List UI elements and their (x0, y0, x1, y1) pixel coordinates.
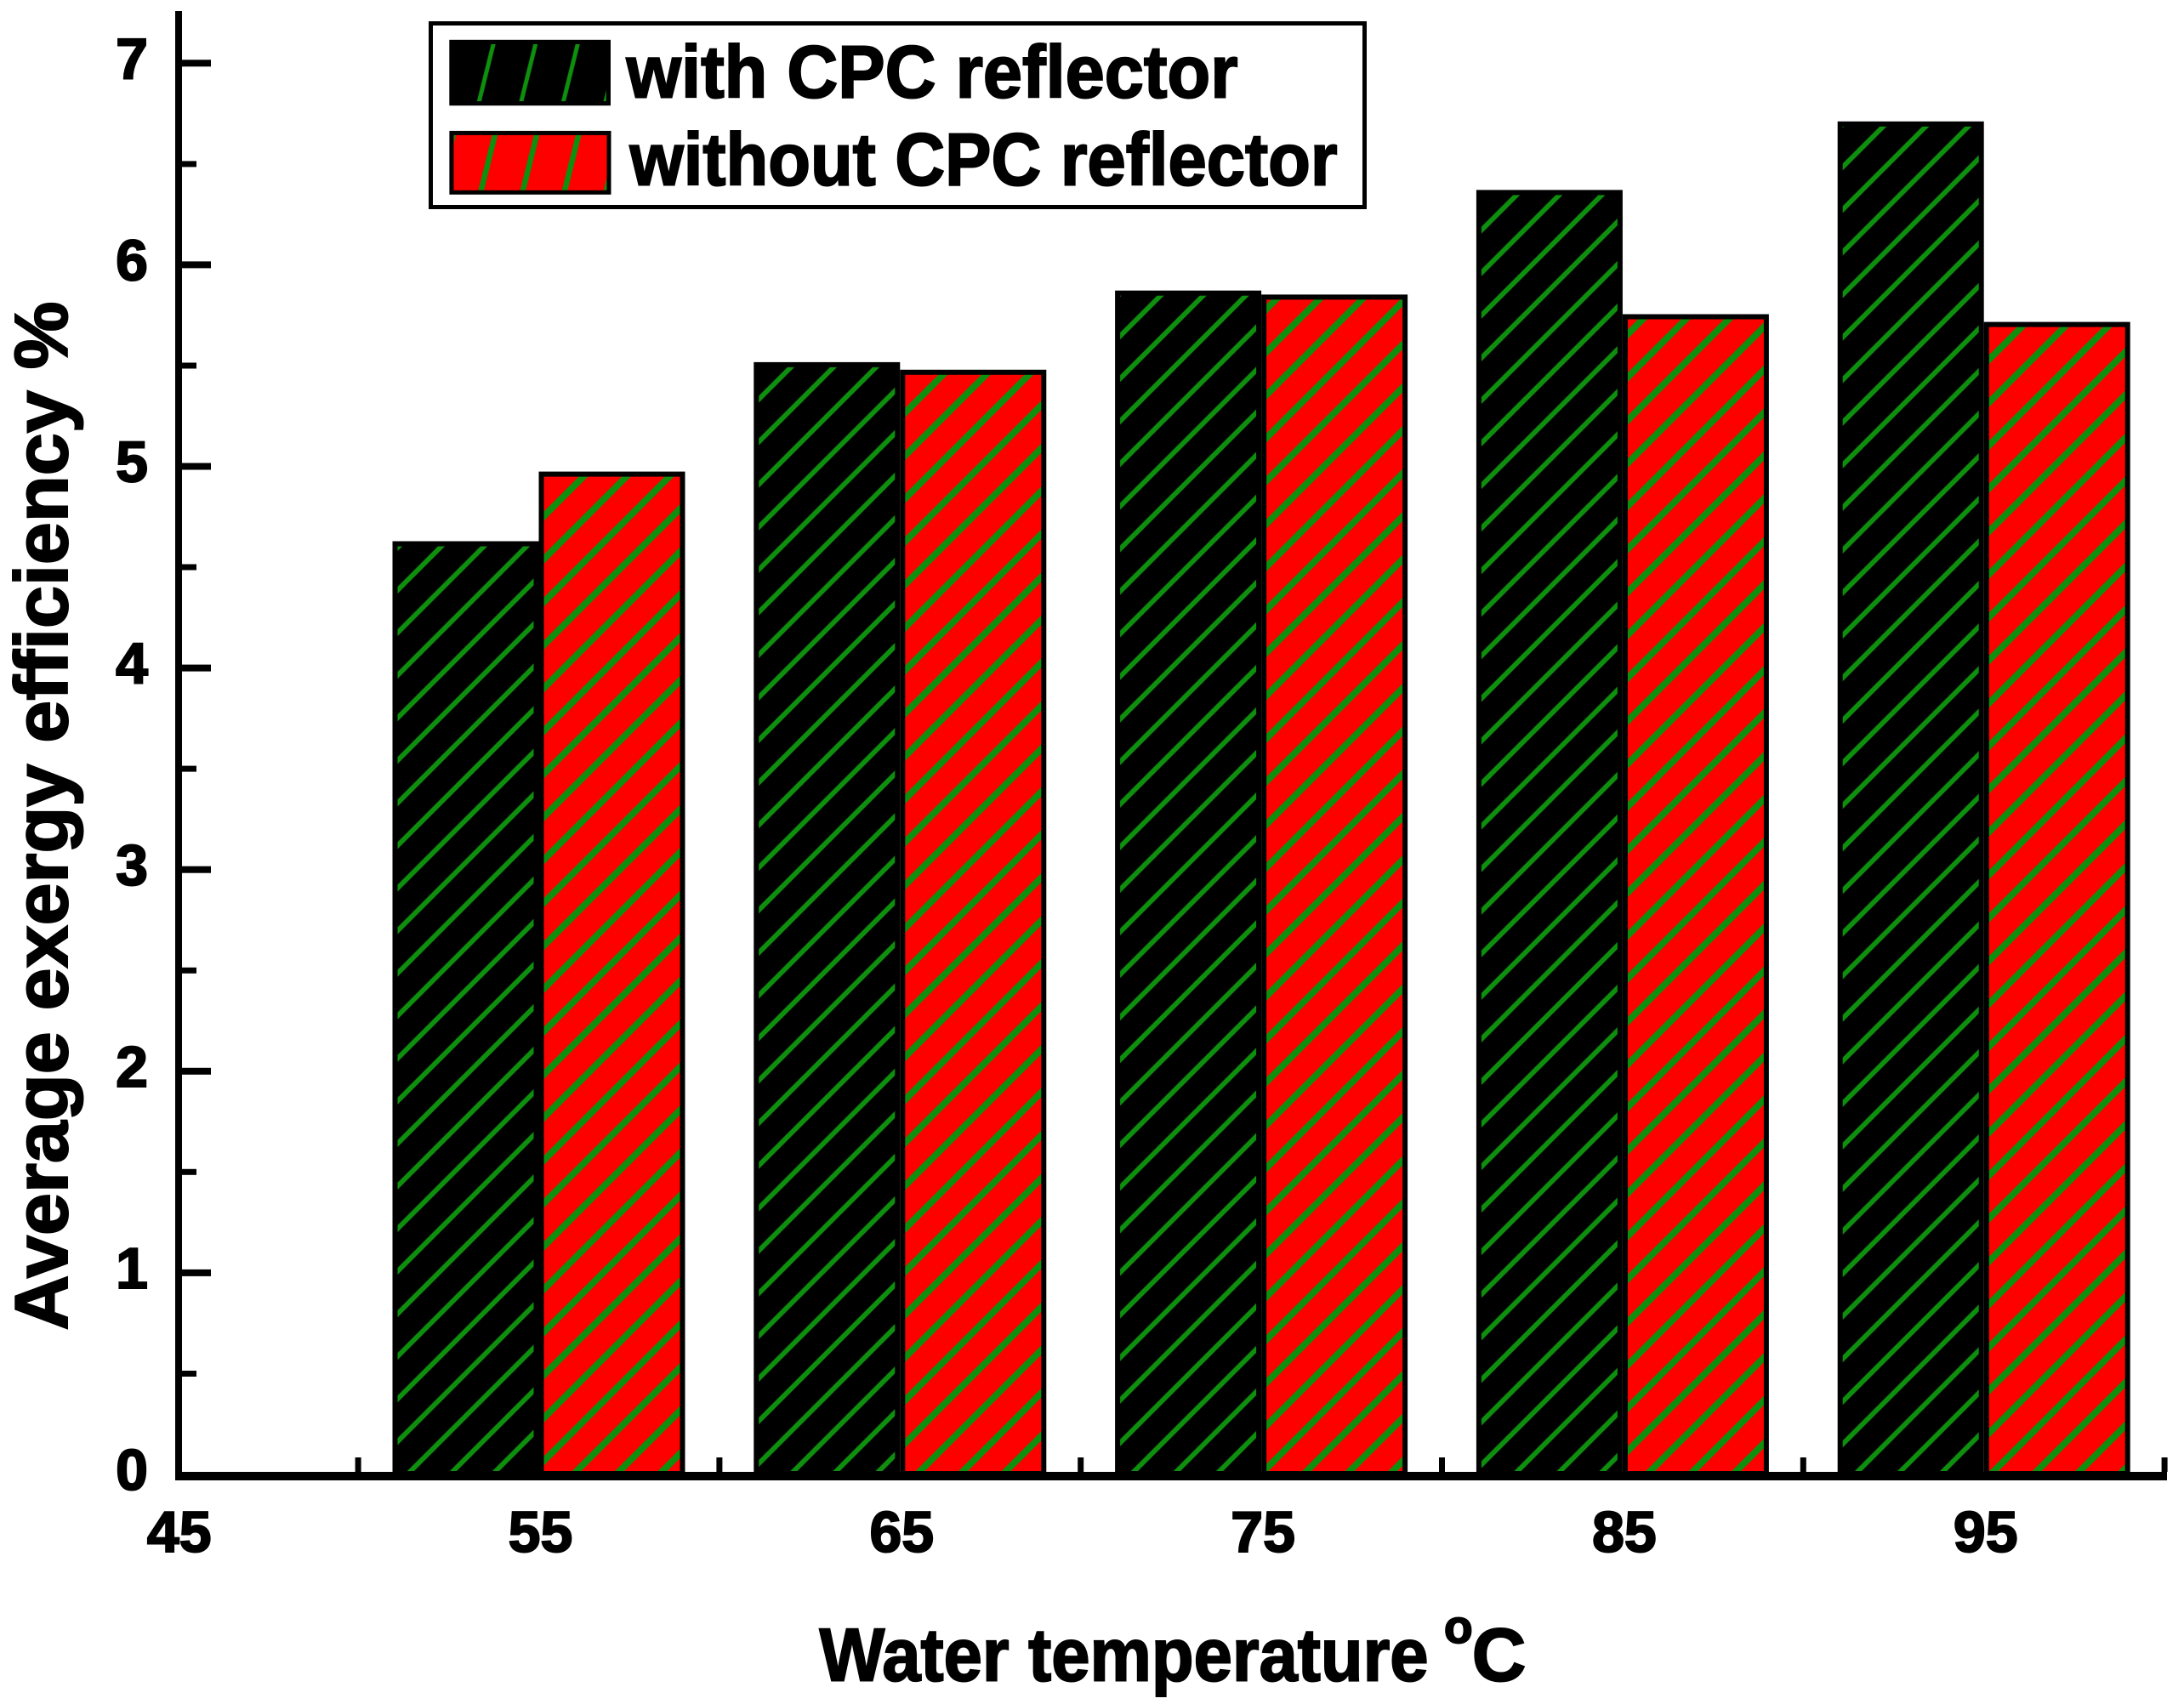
svg-text:1: 1 (116, 1236, 148, 1301)
svg-text:85: 85 (1592, 1500, 1657, 1565)
svg-text:65: 65 (869, 1500, 934, 1565)
svg-text:Water temperature: Water temperature (820, 1613, 1429, 1697)
svg-text:C: C (1472, 1613, 1527, 1697)
svg-text:0: 0 (116, 1438, 148, 1502)
svg-text:6: 6 (116, 228, 148, 293)
svg-text:95: 95 (1954, 1500, 2018, 1565)
svg-text:3: 3 (116, 833, 148, 898)
svg-text:5: 5 (116, 430, 148, 495)
svg-text:7: 7 (116, 26, 148, 91)
svg-text:without CPC reflector: without CPC reflector (629, 119, 1338, 202)
svg-text:75: 75 (1231, 1500, 1295, 1565)
svg-text:4: 4 (116, 632, 148, 696)
svg-text:o: o (1444, 1600, 1473, 1653)
svg-text:Average exergy efficiency %: Average exergy efficiency % (0, 302, 83, 1331)
svg-text:55: 55 (509, 1500, 573, 1565)
svg-text:2: 2 (116, 1035, 148, 1099)
svg-text:45: 45 (147, 1500, 212, 1565)
svg-text:with CPC reflector: with CPC reflector (626, 31, 1238, 114)
